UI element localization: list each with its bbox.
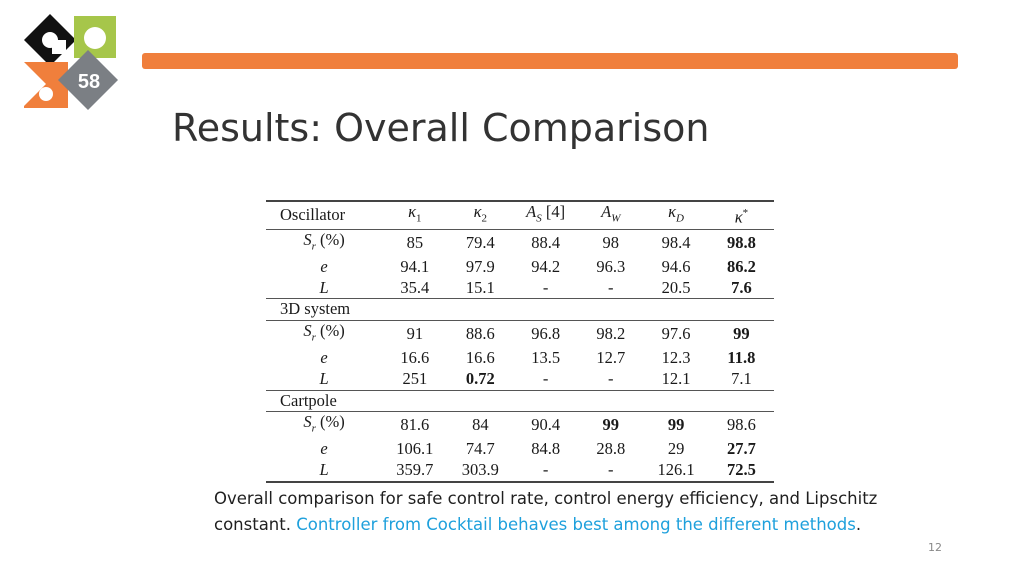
section-header-row: 3D system xyxy=(266,298,774,322)
cell: 251 xyxy=(382,368,448,391)
table-row: Sr (%) 81.6 84 90.4 99 99 98.6 xyxy=(266,412,774,440)
cell: 79.4 xyxy=(465,233,495,253)
cell: 16.6 xyxy=(400,348,430,368)
section-label-3d-system: 3D system xyxy=(266,298,774,322)
cell: 74.7 xyxy=(465,439,495,459)
cell-best: 99 xyxy=(667,415,685,435)
header-oscillator: Oscillator xyxy=(266,200,383,230)
cell: 84 xyxy=(472,415,489,435)
header-kappa2: κ2 xyxy=(447,200,514,230)
row-label: L xyxy=(266,277,383,300)
section-header-row: Cartpole xyxy=(266,390,774,413)
row-label: Sr (%) xyxy=(303,321,345,344)
cell: 91 xyxy=(406,324,424,344)
header-kappad: κD xyxy=(643,200,709,230)
cell: 303.9 xyxy=(447,459,514,483)
cell: 13.5 xyxy=(531,348,561,368)
cell: 359.7 xyxy=(382,459,448,483)
cell: - xyxy=(578,368,644,391)
table-row: Sr (%) 91 88.6 96.8 98.2 97.6 99 xyxy=(266,321,774,349)
cell-best: 98.8 xyxy=(726,233,756,253)
cell: 98.4 xyxy=(661,233,691,253)
row-label: Sr (%) xyxy=(303,412,345,435)
cell: 98.6 xyxy=(726,415,756,435)
cell: 35.4 xyxy=(382,277,448,300)
cell: 97.6 xyxy=(661,324,691,344)
cell: - xyxy=(513,277,579,300)
table-row: e 106.1 74.7 84.8 28.8 29 27.7 xyxy=(266,439,774,460)
table-row: Sr (%) 85 79.4 88.4 98 98.4 98.8 xyxy=(266,230,774,258)
cell: 94.1 xyxy=(400,257,430,276)
cell: 12.1 xyxy=(643,368,709,391)
cell: - xyxy=(578,277,644,300)
cell: 126.1 xyxy=(643,459,709,483)
cell: 28.8 xyxy=(596,439,626,459)
cell-best: 0.72 xyxy=(447,368,514,391)
cell-best: 27.7 xyxy=(726,439,756,459)
header-kappastar: κ* xyxy=(708,200,774,230)
cell: 96.8 xyxy=(531,324,561,344)
conference-logo: 58 xyxy=(24,14,118,110)
cell: 96.3 xyxy=(596,257,626,276)
row-label: L xyxy=(266,459,383,483)
cell: 97.9 xyxy=(465,257,495,276)
cell: 12.3 xyxy=(661,348,691,368)
table-row: L 35.4 15.1 - - 20.5 7.6 xyxy=(266,277,774,300)
cell: 88.6 xyxy=(465,324,495,344)
slide-title: Results: Overall Comparison xyxy=(172,106,710,150)
header-kappa1: κ1 xyxy=(382,200,448,230)
section-label-cartpole: Cartpole xyxy=(266,390,774,413)
caption-end: . xyxy=(855,515,862,534)
row-label: e xyxy=(320,257,328,276)
table-row: e 94.1 97.9 94.2 96.3 94.6 86.2 xyxy=(266,257,774,278)
cell: 7.1 xyxy=(708,368,774,391)
cell: 16.6 xyxy=(465,348,495,368)
cell: 94.2 xyxy=(531,257,561,276)
table-row: e 16.6 16.6 13.5 12.7 12.3 11.8 xyxy=(266,348,774,369)
cell-best: 72.5 xyxy=(708,459,774,483)
cell: 20.5 xyxy=(643,277,709,300)
logo-grey-diamond xyxy=(58,50,118,110)
cell: 90.4 xyxy=(531,415,561,435)
cell: 12.7 xyxy=(596,348,626,368)
header-as: AS [4] xyxy=(513,200,579,230)
cell: 98.2 xyxy=(596,324,626,344)
cell-best: 11.8 xyxy=(727,348,756,368)
table-row: L 251 0.72 - - 12.1 7.1 xyxy=(266,368,774,391)
cell: 88.4 xyxy=(531,233,561,253)
header-accent-bar xyxy=(142,53,958,69)
cell-best: 86.2 xyxy=(726,257,756,276)
table-header-row: Oscillator κ1 κ2 AS [4] AW κD κ* xyxy=(266,200,774,230)
cell: 98 xyxy=(602,233,620,253)
cell: 29 xyxy=(667,439,685,459)
page-number: 12 xyxy=(928,541,942,554)
row-label: Sr (%) xyxy=(303,230,345,253)
caption: Overall comparison for safe control rate… xyxy=(214,486,934,538)
table-row: L 359.7 303.9 - - 126.1 72.5 xyxy=(266,459,774,483)
cell: 15.1 xyxy=(447,277,514,300)
cell: 81.6 xyxy=(400,415,430,435)
row-label: e xyxy=(320,348,328,368)
row-label: e xyxy=(320,439,328,459)
cell-best: 99 xyxy=(733,324,750,344)
comparison-table: Oscillator κ1 κ2 AS [4] AW κD κ* Sr (%) … xyxy=(266,200,774,483)
cell: 106.1 xyxy=(396,439,434,459)
cell: - xyxy=(513,459,579,483)
logo-text: 58 xyxy=(78,71,100,93)
cell: 94.6 xyxy=(661,257,691,276)
cell: - xyxy=(578,459,644,483)
header-aw: AW xyxy=(578,200,644,230)
cell: 84.8 xyxy=(531,439,561,459)
cell-best: 99 xyxy=(602,415,620,435)
cell: - xyxy=(513,368,579,391)
caption-text: Overall comparison for safe control rate… xyxy=(214,489,878,534)
cell-best: 7.6 xyxy=(708,277,774,300)
cell: 85 xyxy=(406,233,424,253)
caption-highlight: Controller from Cocktail behaves best am… xyxy=(296,515,856,534)
row-label: L xyxy=(266,368,383,391)
